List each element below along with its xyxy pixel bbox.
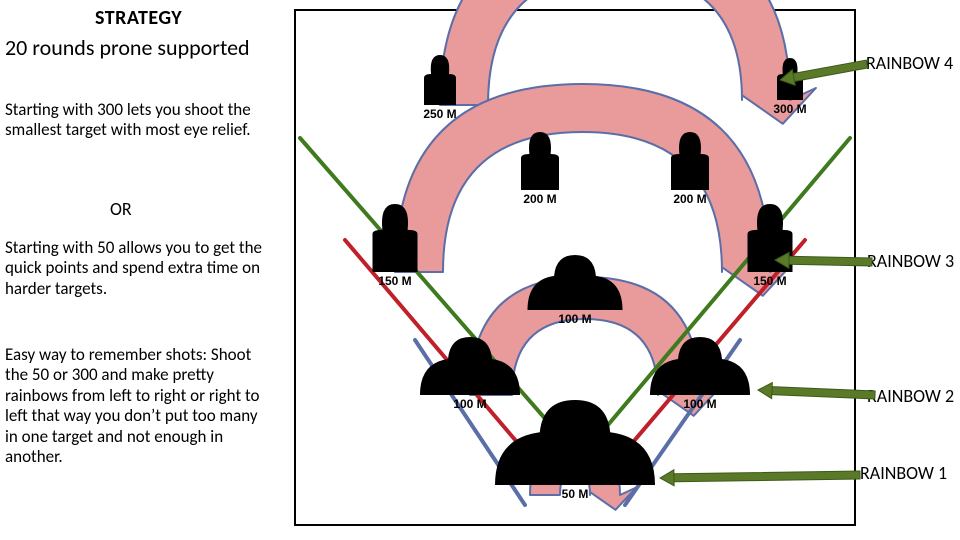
distance-label: 100 M bbox=[660, 397, 740, 411]
distance-label: 150 M bbox=[355, 274, 435, 288]
distance-label: 200 M bbox=[500, 192, 580, 206]
distance-label: 150 M bbox=[730, 274, 810, 288]
distance-label: 50 M bbox=[535, 487, 615, 501]
distance-label: 100 M bbox=[535, 312, 615, 326]
label-arrow-shaft-1 bbox=[789, 256, 872, 266]
distance-label: 200 M bbox=[650, 192, 730, 206]
distance-label: 300 M bbox=[750, 102, 830, 116]
page-root: STRATEGY 20 rounds prone supported Start… bbox=[0, 0, 960, 540]
distance-label: 100 M bbox=[430, 397, 510, 411]
distance-label: 250 M bbox=[400, 107, 480, 121]
course-diagram bbox=[0, 0, 960, 540]
